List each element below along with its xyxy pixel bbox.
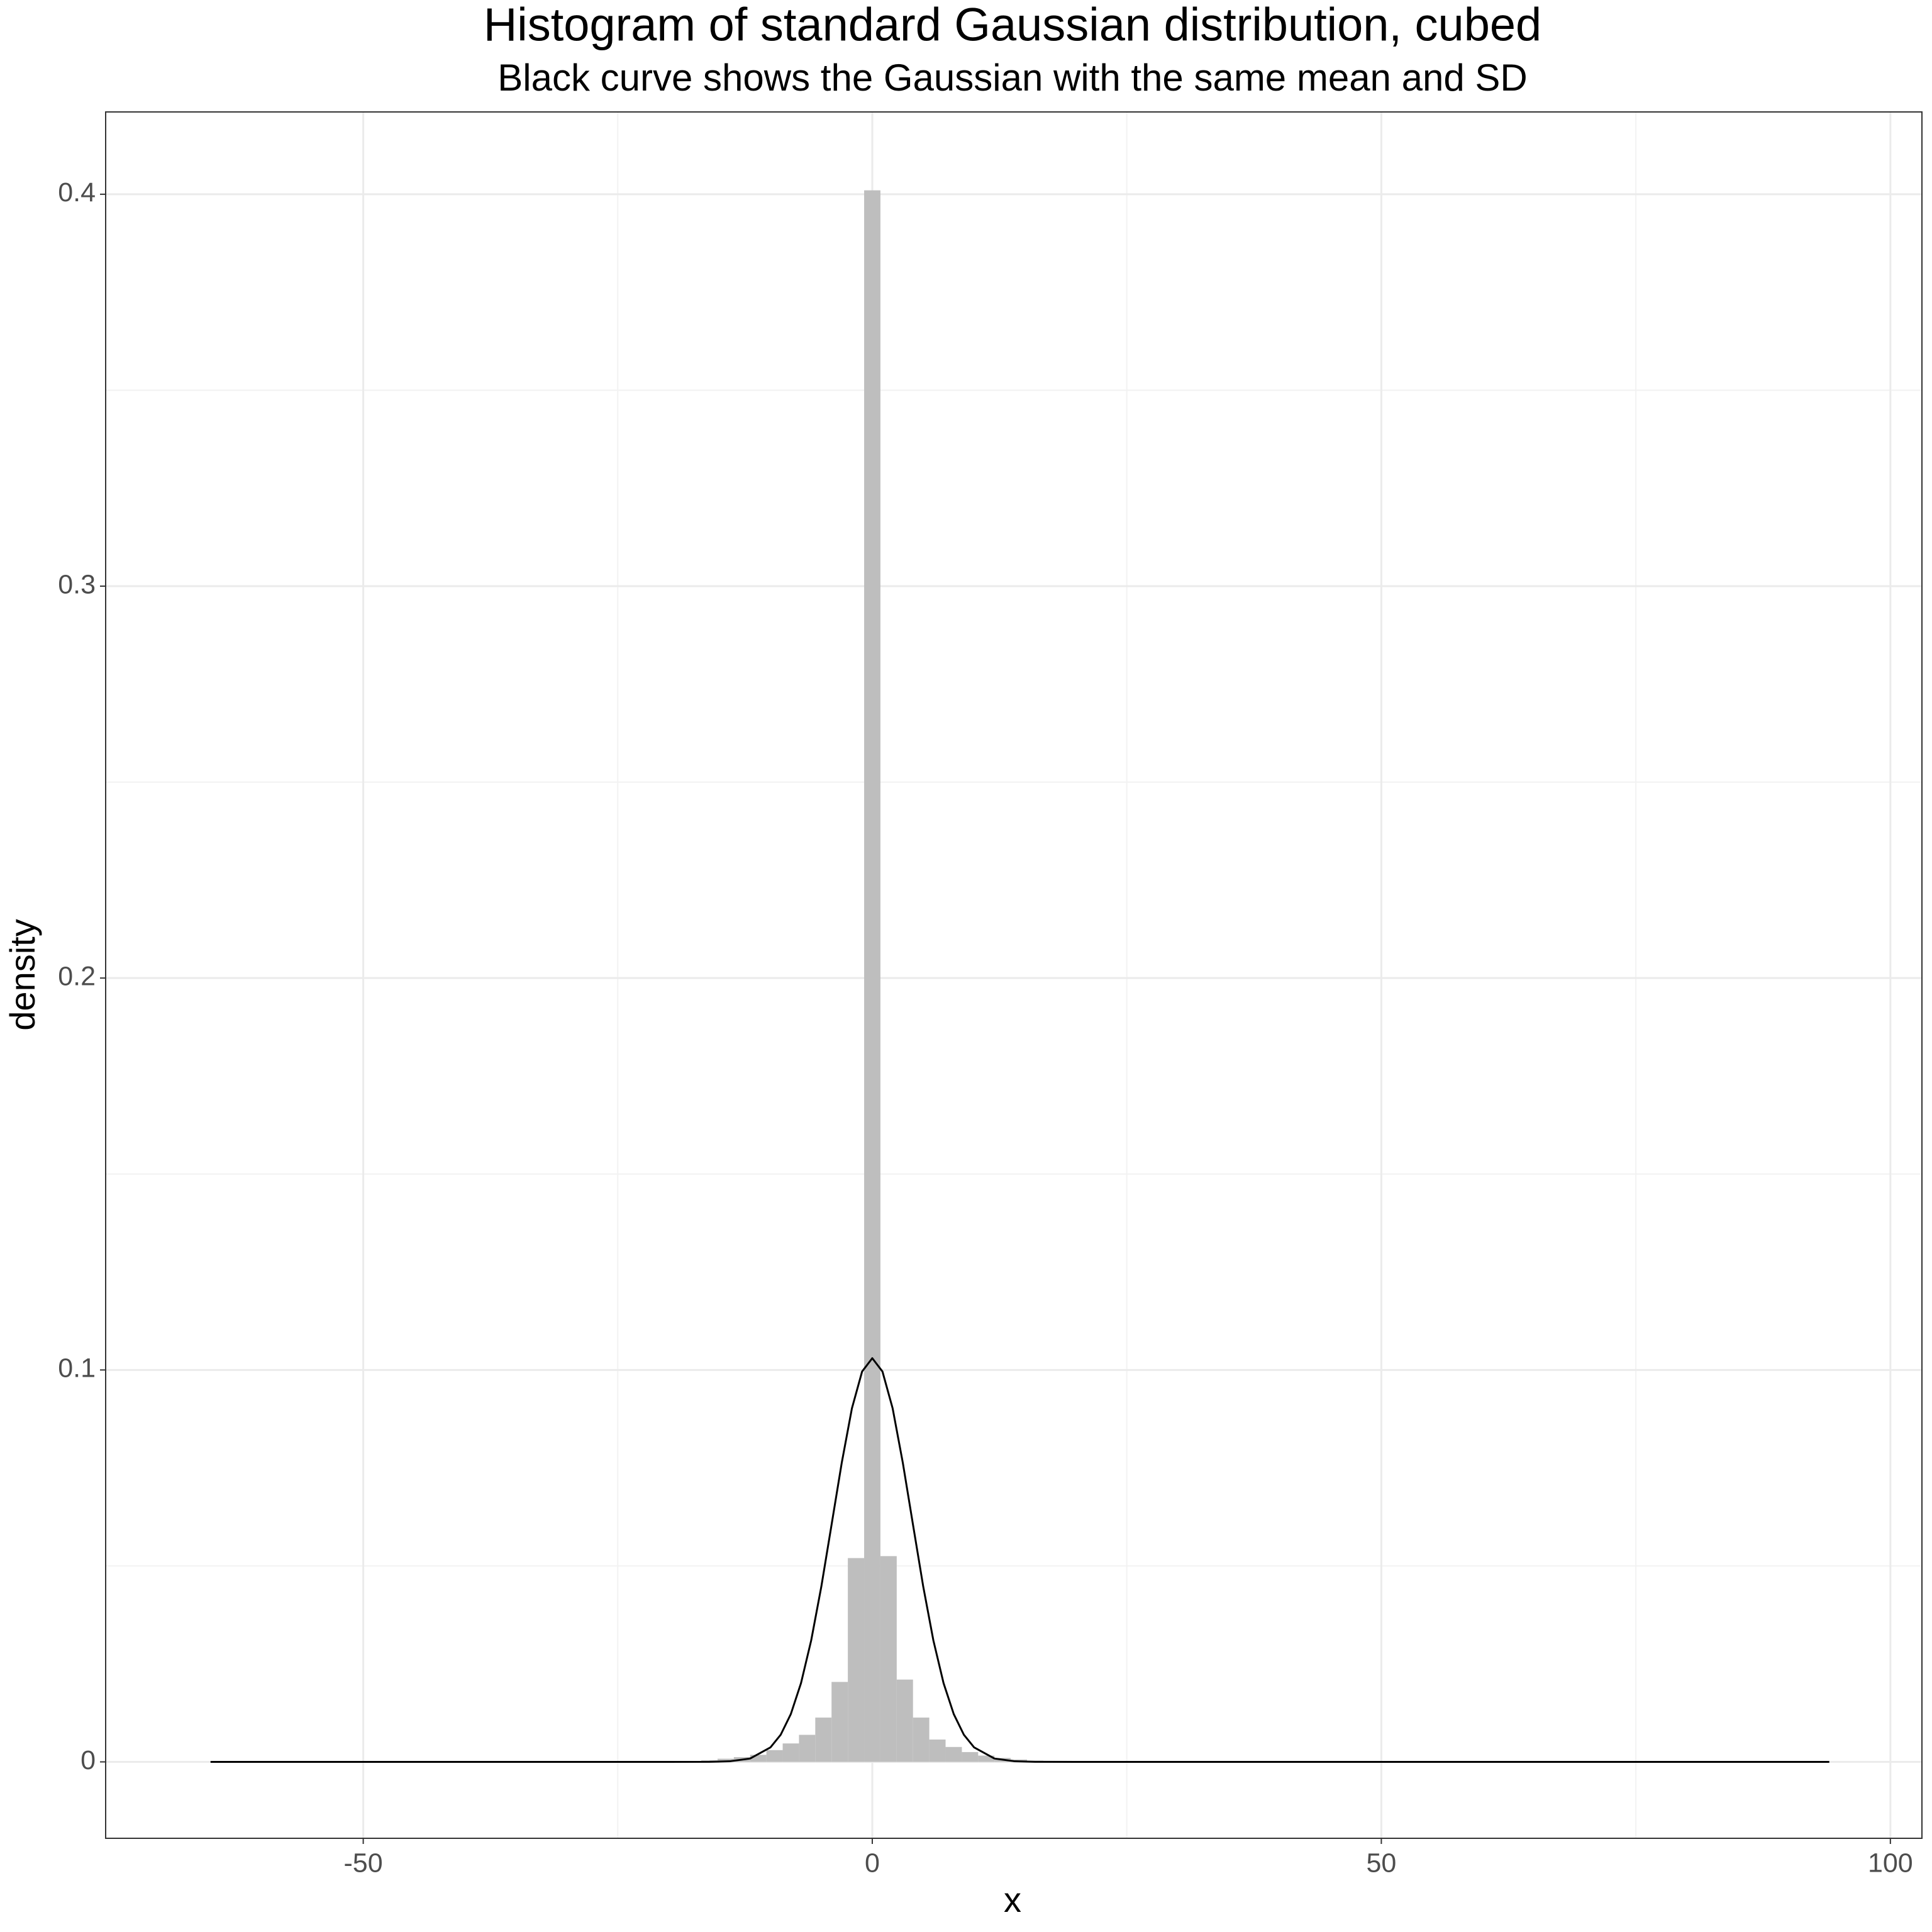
x-axis-label: x (1004, 1880, 1021, 1919)
x-tick-label: -50 (343, 1848, 382, 1878)
histogram-bar (815, 1718, 832, 1762)
chart-title: Histogram of standard Gaussian distribut… (484, 0, 1541, 51)
histogram-bar (978, 1755, 995, 1762)
panel-border (105, 111, 1923, 1839)
histogram-bar (913, 1718, 930, 1762)
histogram-bar (831, 1682, 848, 1762)
histogram-bar (766, 1750, 783, 1762)
panel (106, 112, 1922, 1838)
y-tick-label: 0.1 (58, 1353, 96, 1384)
histogram-bar (945, 1746, 962, 1762)
x-tick-label: 0 (865, 1848, 880, 1878)
histogram-bar (962, 1752, 979, 1762)
y-tick-label: 0.4 (58, 177, 96, 208)
histogram-bar (929, 1739, 946, 1762)
histogram-bar (717, 1758, 734, 1762)
gaussian-curve (210, 1357, 1829, 1763)
histogram-bar (782, 1743, 799, 1762)
histogram-bar (896, 1679, 913, 1762)
histogram-bar (750, 1755, 767, 1762)
y-tick-label: 0.3 (58, 569, 96, 599)
x-tick-label: 50 (1366, 1848, 1396, 1878)
y-tick-label: 0 (80, 1745, 96, 1775)
histogram-bar (848, 1558, 865, 1762)
y-tick-label: 0.2 (58, 962, 96, 992)
y-axis-label: density (3, 919, 42, 1030)
x-tick-label: 100 (1868, 1848, 1913, 1878)
histogram-bar (799, 1735, 816, 1762)
histogram-bar (864, 190, 880, 1762)
histogram-bar (880, 1556, 897, 1762)
chart-subtitle: Black curve shows the Gaussian with the … (497, 57, 1527, 99)
